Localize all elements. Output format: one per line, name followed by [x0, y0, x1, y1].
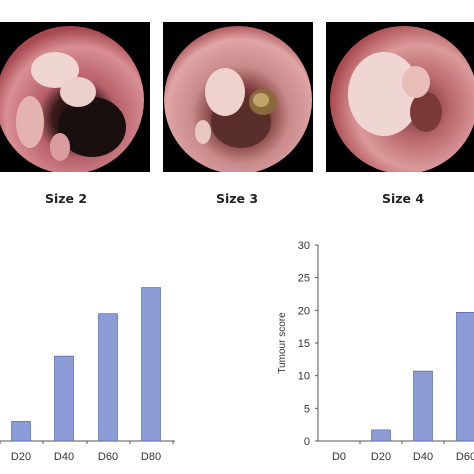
endoscopy-panel-size-3 [163, 22, 313, 172]
left-x-tick-label: D80 [141, 451, 161, 463]
left-bar-d20 [11, 421, 31, 442]
right-y-axis-label: Tumour score [277, 312, 288, 374]
endoscopy-panel-size-2 [0, 22, 150, 172]
right-y-tick-label: 20 [298, 305, 310, 317]
right-x-tick-label: D0 [332, 451, 346, 463]
left-x-tick-label: D40 [54, 451, 74, 463]
panel-label-size-2: Size 2 [44, 191, 88, 206]
right-y-tick-label: 0 [304, 436, 310, 448]
right-bar-d40 [413, 370, 433, 442]
left-x-tick-label: D60 [98, 451, 118, 463]
left-bar-chart: D20 D40 D60 D80 [0, 287, 175, 463]
right-y-tick-label: 30 [298, 240, 310, 252]
panel-label-size-4: Size 4 [381, 191, 425, 206]
left-bar-d80 [141, 287, 161, 442]
right-y-tick-label: 25 [298, 273, 310, 285]
right-y-tick-label: 10 [298, 371, 310, 383]
left-bar-d40 [54, 355, 74, 442]
endoscopy-panel-size-4 [326, 22, 474, 172]
panel-label-size-3: Size 3 [215, 191, 259, 206]
left-bar-d60 [98, 313, 118, 442]
right-y-tick-label: 15 [298, 338, 310, 350]
right-bar-chart: 0 5 10 15 20 25 30 D0 D20 D40 D60 Tumour score [277, 240, 474, 463]
right-x-tick-label: D60 [456, 451, 474, 463]
right-x-tick-label: D20 [371, 451, 391, 463]
right-y-tick-label: 5 [304, 403, 310, 415]
right-bar-d20 [371, 429, 391, 442]
right-bar-d60 [456, 311, 474, 442]
right-x-tick-label: D40 [413, 451, 433, 463]
left-x-tick-label: D20 [11, 451, 31, 463]
